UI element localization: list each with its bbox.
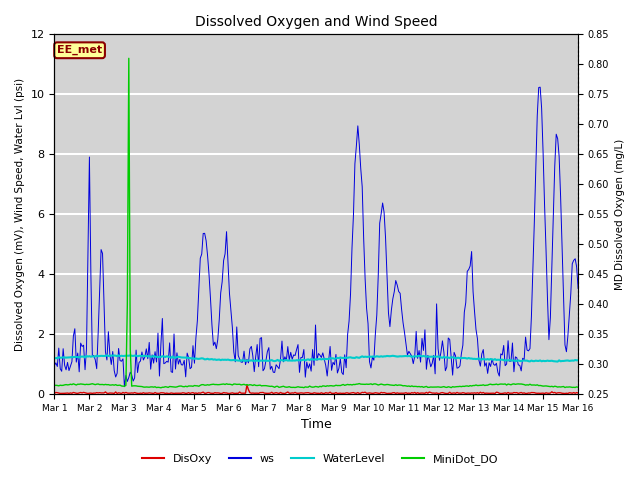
Text: EE_met: EE_met [57,45,102,55]
Title: Dissolved Oxygen and Wind Speed: Dissolved Oxygen and Wind Speed [195,15,438,29]
X-axis label: Time: Time [301,419,332,432]
Legend: DisOxy, ws, WaterLevel, MiniDot_DO: DisOxy, ws, WaterLevel, MiniDot_DO [137,450,503,469]
Y-axis label: MD Dissolved Oxygen (mg/L): MD Dissolved Oxygen (mg/L) [615,139,625,290]
Y-axis label: Dissolved Oxygen (mV), Wind Speed, Water Lvl (psi): Dissolved Oxygen (mV), Wind Speed, Water… [15,78,25,351]
